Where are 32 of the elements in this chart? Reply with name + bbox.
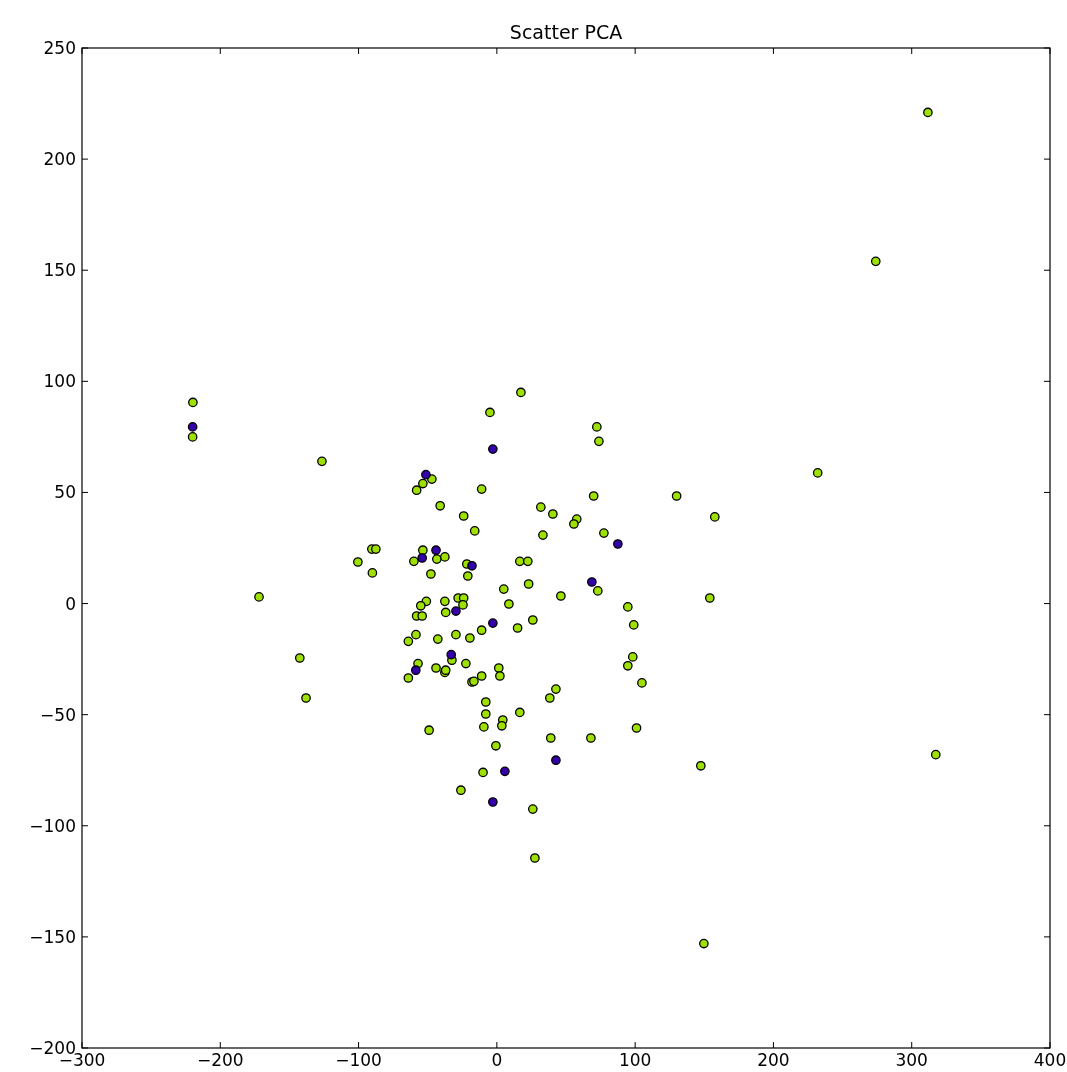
- y-tick-label: 0: [65, 593, 76, 614]
- point: [421, 469, 431, 480]
- point: [587, 577, 597, 587]
- y-tick-label: 250: [43, 37, 76, 58]
- point: [551, 755, 561, 766]
- point: [488, 797, 498, 807]
- y-tick-label: −100: [29, 815, 76, 836]
- x-tick-label: 200: [757, 1050, 790, 1070]
- point: [500, 766, 510, 777]
- y-tick-label: 50: [54, 482, 76, 503]
- y-tick-label: 150: [43, 260, 76, 281]
- y-tick-label: −150: [29, 926, 76, 947]
- point: [446, 649, 457, 660]
- y-tick-label: 100: [43, 371, 76, 392]
- point: [451, 606, 461, 616]
- point: [431, 545, 441, 556]
- point: [467, 560, 477, 571]
- y-tick-label: 200: [43, 149, 76, 170]
- point: [488, 444, 498, 454]
- x-tick-label: 100: [618, 1050, 652, 1070]
- point: [187, 422, 198, 432]
- point: [613, 539, 623, 549]
- x-tick-label: −200: [196, 1050, 244, 1070]
- y-tick-label: −50: [40, 704, 76, 725]
- point: [417, 553, 428, 563]
- x-tick-label: −100: [335, 1050, 382, 1070]
- point: [410, 665, 421, 676]
- chart-title: Scatter PCA: [509, 21, 623, 43]
- point: [488, 618, 498, 628]
- x-tick-label: 0: [491, 1050, 503, 1070]
- x-tick-label: 300: [895, 1050, 928, 1070]
- x-tick-label: 400: [1033, 1050, 1067, 1070]
